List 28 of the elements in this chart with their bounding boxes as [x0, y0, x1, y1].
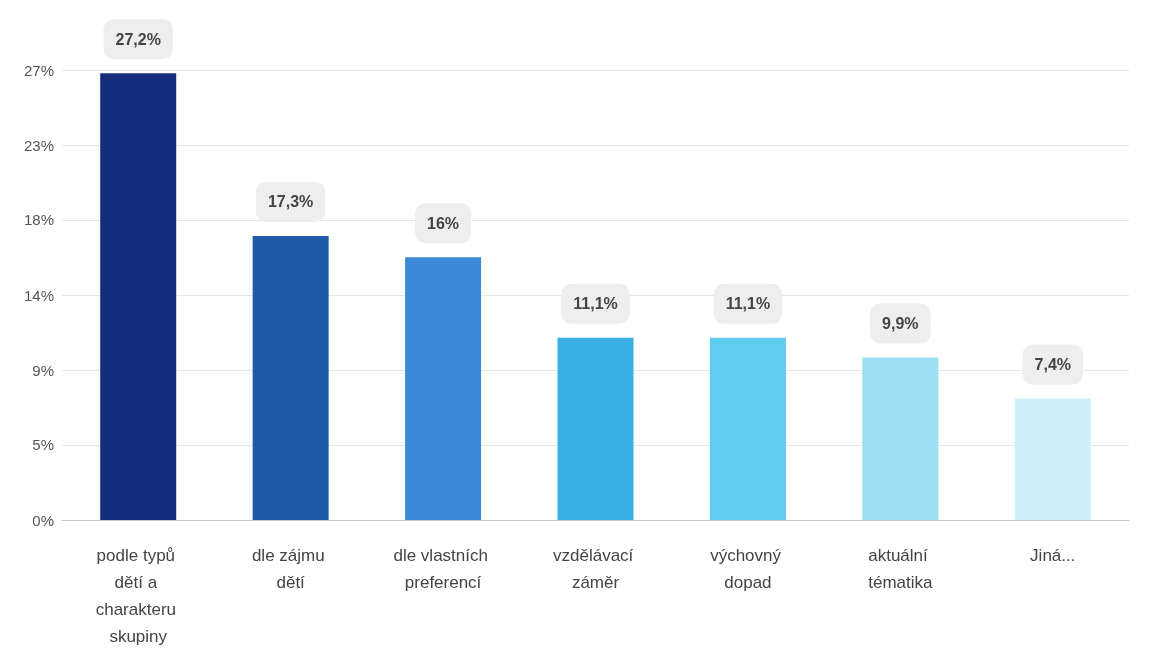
y-tick-label: 18% [23, 211, 54, 229]
bar [100, 73, 177, 520]
y-tick-label: 23% [23, 136, 54, 154]
y-tick-label: 5% [32, 436, 54, 454]
data-label: 11,1% [573, 295, 618, 313]
data-label: 16% [427, 214, 460, 232]
data-label: 27,2% [115, 30, 161, 48]
bar [1014, 398, 1091, 520]
bar [557, 337, 634, 520]
x-tick-label: Jiná... [1030, 546, 1076, 565]
bar [862, 357, 939, 520]
y-tick-label: 27% [23, 61, 54, 79]
x-tick-label: dle zájmu dětí [251, 546, 330, 592]
bar [709, 337, 786, 520]
x-tick-label: dle vlastních preferencí [393, 546, 493, 592]
data-label: 9,9% [882, 314, 919, 332]
data-label: 7,4% [1034, 355, 1072, 373]
y-tick-label: 9% [32, 361, 54, 379]
bar [252, 235, 329, 520]
x-tick-label: vzdělávací záměr [552, 546, 639, 592]
y-tick-label: 0% [32, 511, 54, 529]
data-label: 17,3% [267, 193, 314, 211]
y-tick-label: 14% [23, 286, 54, 304]
x-tick-label: aktuální tématika [868, 546, 934, 592]
bar [405, 257, 482, 520]
x-tick-label: podle typů dětí a charakteru skupiny [95, 546, 181, 646]
x-tick-label: výchovný dopad [710, 546, 786, 592]
data-label: 11,1% [725, 295, 771, 313]
